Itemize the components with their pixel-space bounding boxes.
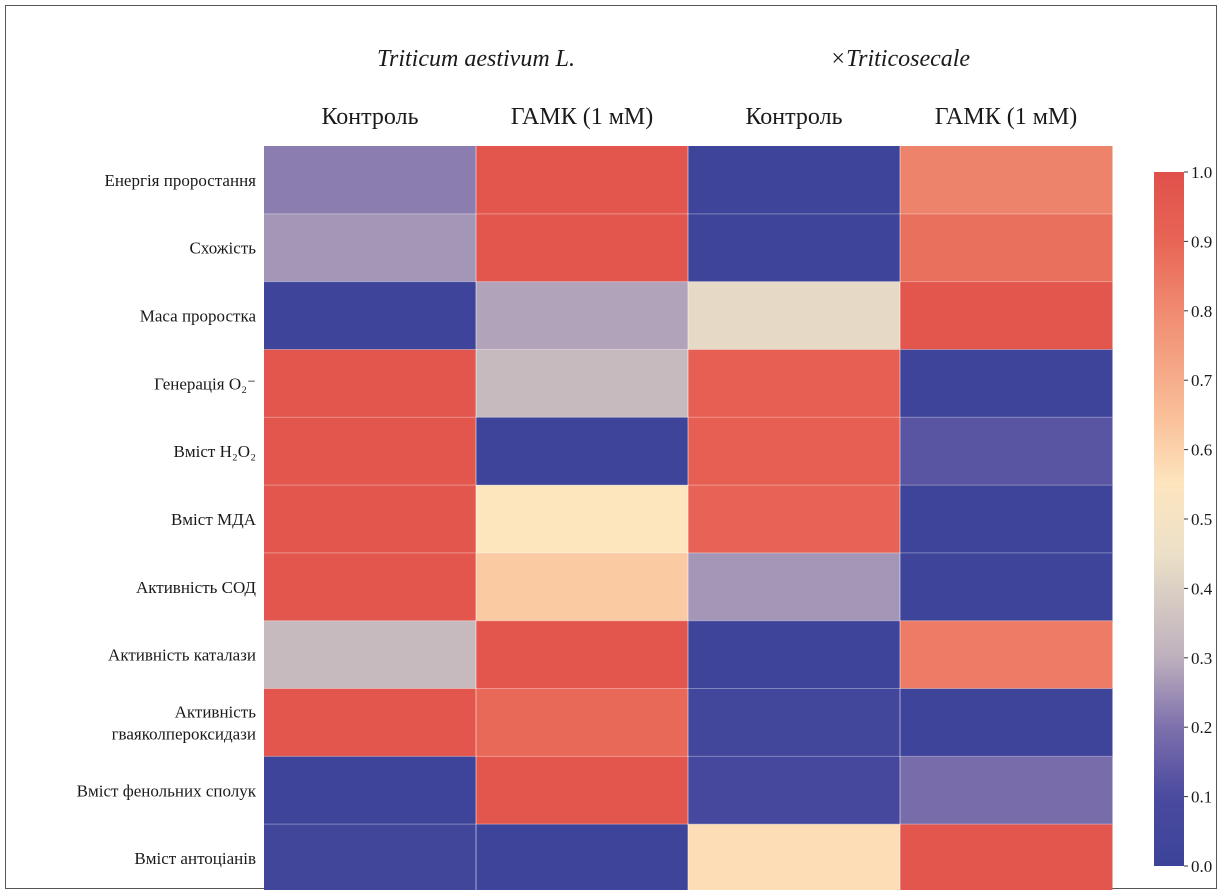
colorbar-tick-label: 0.2	[1191, 718, 1212, 737]
heatmap-cell	[264, 824, 477, 890]
heatmap-cell	[264, 688, 477, 757]
row-label-9: Активність	[175, 702, 257, 721]
heatmap-cell	[264, 281, 477, 350]
row-label-7: Активність СОД	[136, 578, 256, 597]
heatmap-cell	[900, 552, 1113, 622]
heatmap-cell	[264, 756, 477, 825]
heatmap-cell	[688, 417, 901, 486]
heatmap-cell	[264, 417, 477, 486]
heatmap-cell	[688, 688, 901, 757]
heatmap-cell	[900, 824, 1113, 890]
heatmap-cell	[900, 146, 1113, 215]
heatmap-cell	[264, 620, 477, 690]
heatmap-cell	[688, 552, 901, 622]
row-label-10: Вміст фенольних сполук	[77, 781, 257, 800]
colorbar-tick-label: 0.4	[1191, 579, 1213, 598]
colorbar-tick-label: 0.8	[1191, 302, 1212, 321]
heatmap-cell	[688, 281, 901, 350]
row-label-2: Схожість	[190, 239, 257, 258]
heatmap-cell	[264, 485, 477, 554]
colorbar-tick-label: 0.7	[1191, 371, 1213, 390]
heatmap-cell	[476, 281, 689, 350]
heatmap-cell	[264, 146, 477, 215]
row-label-9: гваяколпероксидази	[112, 724, 256, 743]
heatmap-cell	[476, 213, 689, 283]
row-label-8: Активність каталази	[108, 646, 256, 665]
heatmap-cell	[900, 213, 1113, 283]
heatmap-cell	[476, 146, 689, 215]
heatmap-cell	[900, 417, 1113, 486]
heatmap-cell	[264, 213, 477, 283]
heatmap-cell	[476, 485, 689, 554]
heatmap-cell	[476, 349, 689, 418]
heatmap-cell	[264, 349, 477, 418]
heatmap-cell	[688, 620, 901, 690]
heatmap-cell	[688, 349, 901, 418]
heatmap-cell	[476, 620, 689, 690]
heatmap-chart: Triticum aestivum L. ×Triticosecale Контро…	[77, 46, 1213, 890]
group-title-1: Triticum aestivum L.	[377, 46, 575, 72]
heatmap-cell	[688, 146, 901, 215]
heatmap-cell	[264, 552, 477, 622]
column-header-3: Контроль	[745, 104, 842, 130]
heatmap-cell	[476, 552, 689, 622]
heatmap-cell	[900, 349, 1113, 418]
colorbar-tick-label: 0.5	[1191, 510, 1212, 529]
group-title-2: ×Triticosecale	[830, 46, 971, 72]
colorbar-tick-label: 0.9	[1191, 232, 1212, 251]
colorbar-tick-label: 0.0	[1191, 857, 1212, 876]
colorbar-tick-label: 0.6	[1191, 441, 1212, 460]
row-label-3: Маса проростка	[140, 307, 257, 326]
colorbar-tick-label: 0.1	[1191, 788, 1212, 807]
heatmap-cell	[688, 485, 901, 554]
row-label-11: Вміст антоціанів	[134, 849, 256, 868]
heatmap-cell	[476, 756, 689, 825]
column-header-4: ГАМК (1 мМ)	[935, 104, 1077, 130]
colorbar-tick-label: 0.3	[1191, 649, 1212, 668]
heatmap-cell	[688, 756, 901, 825]
heatmap-cell	[900, 688, 1113, 757]
figure-frame: Triticum aestivum L. ×Triticosecale Контро…	[5, 5, 1217, 890]
row-label-4: Генерація O₂⁻	[154, 374, 256, 393]
row-label-1: Енергія проростання	[104, 171, 256, 190]
heatmap-cell	[476, 824, 689, 890]
colorbar	[1154, 172, 1184, 866]
heatmap-cell	[900, 485, 1113, 554]
column-header-2: ГАМК (1 мМ)	[511, 104, 653, 130]
heatmap-cell	[900, 756, 1113, 825]
heatmap-cell	[476, 688, 689, 757]
colorbar-tick-label: 1.0	[1191, 163, 1212, 182]
heatmap-cell	[476, 417, 689, 486]
column-header-1: Контроль	[321, 104, 418, 130]
row-label-5: Вміст H₂O₂	[174, 442, 256, 461]
heatmap-cell	[688, 824, 901, 890]
heatmap-cell	[900, 620, 1113, 690]
heatmap-cell	[688, 213, 901, 283]
heatmap-cell	[900, 281, 1113, 350]
row-label-6: Вміст МДА	[171, 510, 257, 529]
